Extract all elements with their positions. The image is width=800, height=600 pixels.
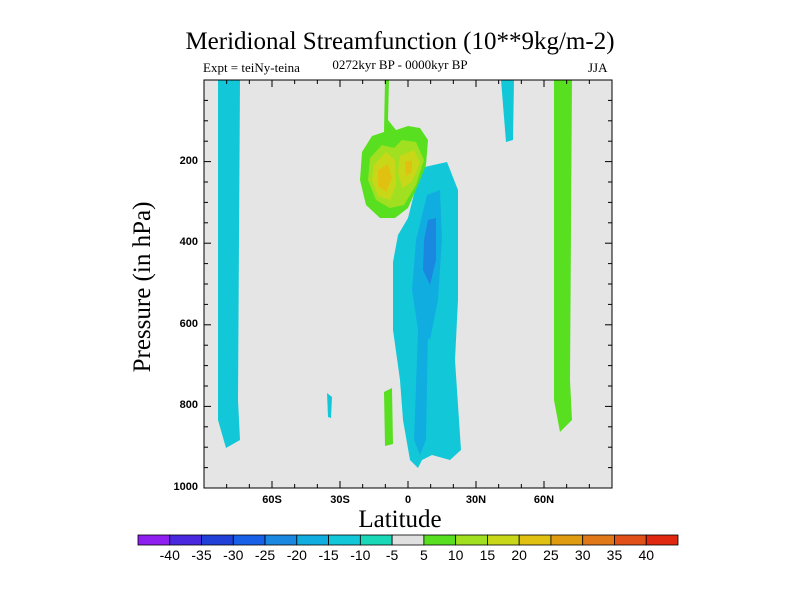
colorbar-tick-label: -20	[286, 547, 307, 563]
northern-mid-latitude-negative-strip	[501, 80, 514, 142]
y-tick-label: 800	[179, 399, 198, 412]
experiment-subtitle: Expt = teiNy-teina	[203, 60, 300, 75]
small-negative-spot	[327, 393, 332, 418]
x-tick-label: 60S	[262, 494, 282, 506]
upper-tropical-positive-cell-core	[378, 164, 392, 192]
colorbar-tick-label: -15	[318, 547, 339, 563]
colorbar-tick-label: -5	[385, 547, 399, 563]
y-tick-label: 200	[179, 154, 198, 167]
y-tick-marks	[204, 79, 612, 489]
colorbar-swatch	[232, 534, 266, 546]
period-subtitle: 0272kyr BP - 0000kyr BP	[332, 57, 468, 72]
x-tick-label: 0	[404, 494, 412, 506]
x-tick-label: 30N	[465, 494, 487, 506]
x-tick-marks	[203, 80, 613, 488]
colorbar-tick-label: -35	[191, 547, 212, 563]
colorbar-swatch	[296, 534, 329, 546]
colorbar-tick-label: 35	[606, 547, 623, 563]
southern-polar-negative-band	[218, 80, 240, 448]
y-tick-label: 400	[179, 236, 198, 249]
colorbar-swatch	[169, 534, 202, 546]
colorbar-swatch	[391, 534, 425, 546]
colorbar-tick-label: 10	[447, 547, 464, 563]
season-subtitle: JJA	[588, 60, 608, 75]
x-tick-label: 60N	[533, 494, 555, 506]
colorbar-swatch	[518, 534, 552, 546]
colorbar-tick-label: -30	[223, 547, 244, 563]
tropical-negative-lower-tongue	[414, 330, 428, 455]
colorbar-swatch	[423, 534, 457, 546]
colorbar-tick-label: 20	[511, 547, 527, 563]
northern-polar-positive-band	[554, 80, 572, 432]
x-tick-label: 30S	[330, 494, 350, 506]
y-tick-label: 600	[179, 317, 198, 330]
colorbar-swatch	[550, 534, 584, 546]
y-tick-label: 1000	[173, 481, 198, 493]
colorbar	[137, 534, 679, 546]
x-axis-label: Latitude	[358, 506, 442, 533]
colorbar-tick-label: 30	[574, 547, 591, 563]
colorbar-swatch	[582, 534, 615, 546]
colorbar-tick-label: -40	[159, 547, 180, 563]
colorbar-swatch	[359, 534, 393, 546]
y-axis-label: Pressure (in hPa)	[129, 201, 156, 373]
colorbar-tick-label: 15	[479, 547, 496, 563]
upper-tropical-positive-cell-core-right	[405, 160, 412, 176]
colorbar-tick-label: -25	[254, 547, 276, 563]
chart-title: Meridional Streamfunction (10**9kg/m-2)	[185, 28, 615, 55]
colorbar-swatch	[201, 534, 234, 546]
colorbar-tick-label: 40	[638, 547, 655, 563]
colorbar-swatch	[455, 534, 488, 546]
colorbar-swatch	[614, 534, 647, 546]
colorbar-swatch	[137, 534, 171, 546]
colorbar-swatch	[264, 534, 298, 546]
colorbar-tick-label: -10	[350, 547, 371, 563]
colorbar-swatch	[645, 534, 679, 546]
colorbar-tick-label: 25	[543, 547, 559, 563]
tropical-negative-cell-core	[423, 218, 436, 285]
lower-tropical-positive-strip	[384, 388, 393, 446]
colorbar-swatch	[328, 534, 361, 546]
colorbar-swatch	[487, 534, 520, 546]
colorbar-tick-label: 5	[419, 547, 428, 563]
